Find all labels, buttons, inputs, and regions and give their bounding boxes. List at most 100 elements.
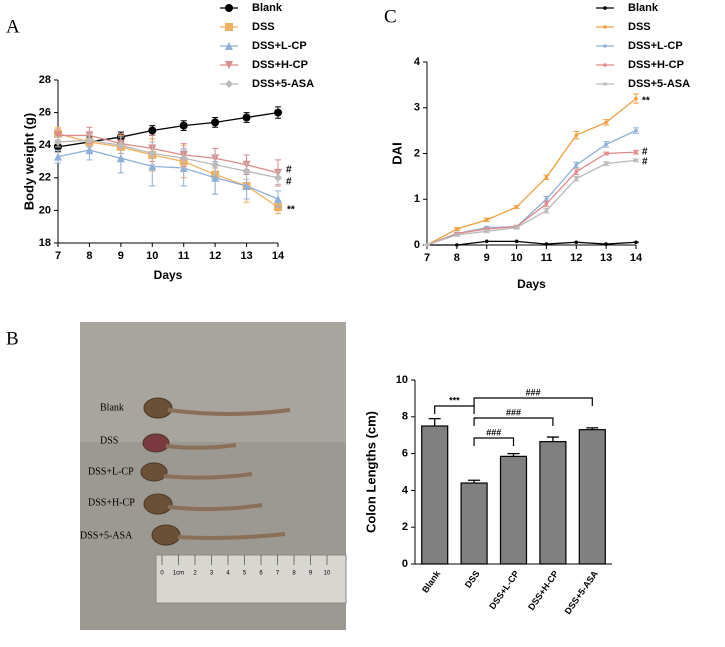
- x-tick-label: 9: [118, 250, 124, 262]
- y-axis-label: Body weight (g): [21, 113, 36, 211]
- legend-marker: [225, 61, 233, 69]
- marker: [574, 170, 579, 174]
- y-tick-label: 22: [39, 172, 51, 184]
- y-axis-label: DAI: [389, 142, 404, 164]
- photo-background: [80, 322, 346, 442]
- marker: [604, 151, 608, 156]
- marker: [455, 227, 459, 231]
- series-line: [426, 159, 637, 246]
- marker: [574, 176, 579, 181]
- x-tick-label: 8: [454, 252, 460, 264]
- ruler-label: 6: [259, 571, 263, 577]
- colon: [177, 532, 286, 540]
- ruler-label: 3: [210, 571, 214, 577]
- bar: [499, 455, 528, 565]
- ruler-label: 4: [226, 571, 230, 577]
- panel-label: C: [384, 6, 397, 27]
- marker: [604, 161, 608, 166]
- marker: [514, 225, 519, 230]
- colon: [143, 397, 173, 419]
- legend-label: DSS+5-ASA: [252, 78, 314, 90]
- marker: [85, 146, 94, 155]
- x-tick-label: 12: [570, 252, 582, 264]
- y-tick-label: 8: [402, 411, 408, 423]
- ruler-label: 5: [243, 571, 247, 577]
- marker: [148, 162, 157, 171]
- marker: [634, 96, 638, 101]
- legend-marker: [225, 80, 233, 88]
- legend-label: DSS: [628, 21, 651, 33]
- x-tick-label: DSS: [463, 569, 482, 590]
- marker: [54, 137, 62, 146]
- legend-label: DSS+H-CP: [628, 59, 684, 71]
- legend-marker: [603, 82, 607, 86]
- colon: [142, 433, 170, 453]
- marker: [54, 152, 62, 161]
- series-line: [427, 240, 637, 246]
- significance-bracket: [434, 405, 475, 414]
- significance-bracket: [473, 417, 554, 426]
- y-tick-label: 2: [402, 521, 408, 533]
- marker: [242, 181, 251, 190]
- marker: [544, 208, 549, 213]
- marker: [634, 240, 638, 245]
- panel-label: B: [6, 328, 19, 349]
- legend-label: Blank: [252, 2, 283, 14]
- marker: [574, 163, 579, 167]
- marker: [211, 118, 220, 127]
- series-line: [58, 134, 279, 174]
- marker: [274, 194, 282, 203]
- marker: [211, 173, 220, 182]
- legend-marker: [225, 23, 233, 31]
- ruler-label: 1cm: [173, 571, 184, 577]
- legend-marker: [603, 6, 607, 10]
- sample-label: DSS+L-CP: [88, 466, 134, 477]
- y-tick-label: 6: [402, 448, 408, 460]
- marker: [455, 243, 459, 247]
- significance-label: ###: [506, 407, 521, 417]
- marker: [274, 173, 282, 182]
- y-tick-label: 28: [39, 74, 51, 86]
- x-tick-label: Blank: [420, 568, 443, 595]
- x-tick-label: 12: [209, 250, 221, 262]
- x-tick-label: 7: [55, 250, 61, 262]
- marker: [484, 229, 489, 234]
- marker: [544, 202, 549, 206]
- annotation: #: [286, 177, 292, 188]
- ruler-label: 8: [292, 571, 296, 577]
- marker: [85, 136, 94, 145]
- colon: [143, 493, 173, 515]
- sample-label: DSS: [100, 435, 118, 446]
- marker: [634, 128, 638, 133]
- colon: [167, 408, 291, 416]
- legend-label: DSS+L-CP: [252, 40, 307, 52]
- marker: [574, 240, 579, 245]
- legend-label: Blank: [628, 2, 659, 14]
- marker: [179, 154, 188, 163]
- x-tick-label: 7: [424, 252, 430, 264]
- marker: [116, 141, 125, 150]
- x-axis-label: Days: [154, 268, 183, 282]
- y-tick-label: 1: [414, 193, 420, 205]
- annotation: #: [642, 157, 648, 168]
- legend-marker: [225, 42, 233, 50]
- series-line: [57, 149, 279, 200]
- y-tick-label: 20: [39, 204, 51, 216]
- annotation: **: [287, 205, 295, 216]
- significance-label: ***: [449, 395, 460, 405]
- marker: [544, 175, 549, 180]
- marker: [484, 239, 489, 244]
- legend-marker: [603, 44, 607, 48]
- marker: [242, 113, 251, 122]
- colon: [140, 462, 168, 482]
- series-line: [426, 98, 637, 246]
- x-tick-label: 11: [178, 250, 190, 262]
- legend-label: DSS+5-ASA: [628, 78, 690, 90]
- annotation: #: [286, 165, 292, 176]
- colon: [165, 443, 237, 450]
- marker: [455, 233, 459, 237]
- marker: [179, 121, 188, 130]
- legend-marker: [603, 25, 607, 29]
- marker: [148, 149, 157, 158]
- x-tick-label: 13: [240, 250, 252, 262]
